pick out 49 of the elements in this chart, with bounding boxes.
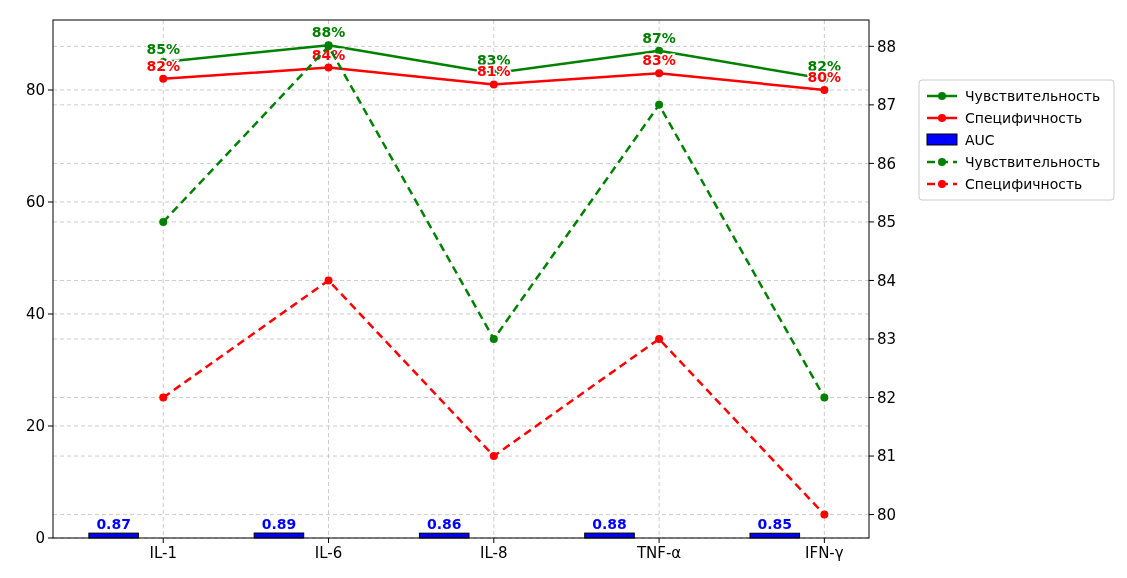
data-label: 0.88 <box>592 516 627 533</box>
y-tick-label: 40 <box>25 305 45 324</box>
legend-label: AUC <box>965 131 995 148</box>
point <box>324 276 333 285</box>
point <box>159 393 168 402</box>
point <box>489 334 498 343</box>
y2-tick-label: 84 <box>877 271 897 290</box>
data-label: 88% <box>311 24 346 41</box>
point <box>324 63 333 72</box>
data-label: 0.89 <box>261 516 297 533</box>
data-label: 0.85 <box>757 516 793 533</box>
x-tick-label: IL-6 <box>314 544 343 562</box>
point <box>159 217 168 226</box>
data-label: 83% <box>642 52 676 69</box>
y2-tick-label: 80 <box>877 505 897 524</box>
y2-tick-label: 86 <box>877 154 897 173</box>
data-label: 82% <box>146 57 180 74</box>
y2-tick-label: 81 <box>877 447 897 466</box>
x-tick-label: IL-1 <box>149 544 177 562</box>
data-label: 85% <box>146 41 180 57</box>
point <box>159 74 168 83</box>
point <box>489 452 498 461</box>
x-tick-label: IFN-γ <box>805 544 844 562</box>
y2-tick-label: 88 <box>877 37 897 56</box>
point <box>655 100 664 109</box>
y-tick-label: 60 <box>25 193 45 212</box>
y2-tick-label: 82 <box>877 388 897 407</box>
point <box>655 69 664 78</box>
y-tick-label: 0 <box>35 529 45 548</box>
legend-label: Чувствительность <box>965 87 1101 104</box>
y-tick-label: 20 <box>25 417 45 436</box>
point <box>655 46 664 55</box>
legend-label: Специфичность <box>965 175 1083 192</box>
y2-tick-label: 85 <box>877 213 897 232</box>
y2-tick-label: 83 <box>877 330 897 349</box>
legend-label: Чувствительность <box>965 153 1101 170</box>
x-tick-label: IL-8 <box>480 544 508 562</box>
point <box>820 510 829 519</box>
point <box>655 334 664 343</box>
y2-tick-label: 87 <box>877 96 897 115</box>
data-label: 87% <box>642 29 676 46</box>
x-tick-label: TNF-α <box>635 544 682 562</box>
legend-label: Специфичность <box>965 109 1083 126</box>
point <box>489 80 498 89</box>
data-label: 0.86 <box>426 516 462 533</box>
point <box>820 393 829 402</box>
data-label: 0.87 <box>96 516 131 533</box>
point <box>820 86 829 94</box>
y-tick-label: 80 <box>25 81 45 100</box>
